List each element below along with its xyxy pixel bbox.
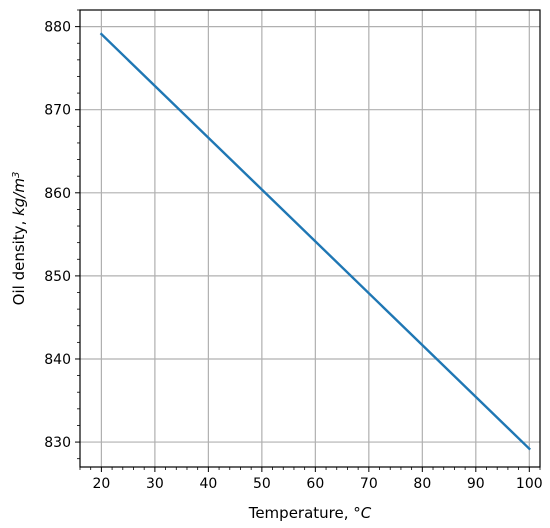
density-line [99,32,531,451]
x-tick-label: 50 [253,476,271,492]
major-ticks [75,26,530,472]
x-tick-label: 100 [516,476,543,492]
x-tick-label: 80 [413,476,431,492]
x-tick-label: 30 [146,476,164,492]
x-tick-label: 40 [199,476,217,492]
y-tick-label: 860 [44,186,71,202]
plot-frame [79,9,541,468]
y-tick-label: 830 [44,435,71,451]
y-tick-label: 870 [44,103,71,119]
y-axis-label: Oil density, kg/m3 [10,172,28,306]
x-tick-label: 70 [360,476,378,492]
x-tick-labels: 20 30 40 50 60 70 80 90 100 [92,476,542,492]
y-tick-label: 840 [44,352,71,368]
minor-ticks [77,9,541,470]
y-tick-label: 850 [44,269,71,285]
grid [80,10,540,467]
series-group [99,32,531,451]
y-tick-labels: 830 840 850 860 870 880 [44,20,71,451]
x-tick-label: 60 [306,476,324,492]
x-axis-label: Temperature, °C [248,504,372,522]
y-tick-label: 880 [44,20,71,36]
x-tick-label: 20 [92,476,110,492]
x-tick-label: 90 [467,476,485,492]
